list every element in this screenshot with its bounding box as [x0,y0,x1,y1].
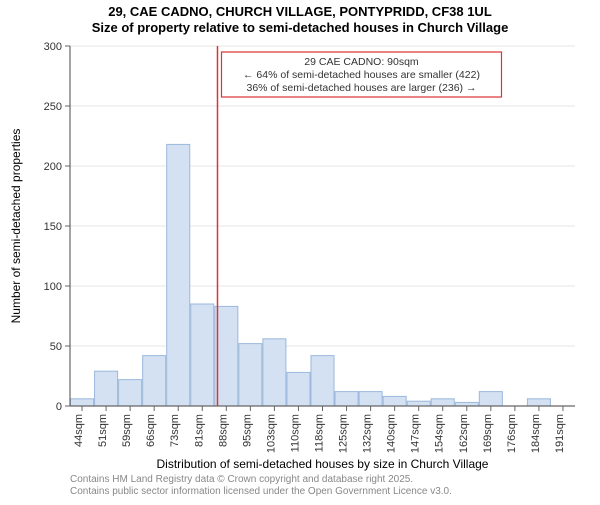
x-tick-label: 169sqm [482,414,494,453]
x-tick-label: 162sqm [458,414,470,453]
annotation-line: 36% of semi-detached houses are larger (… [247,82,477,94]
histogram-bar [479,392,502,406]
x-tick-label: 140sqm [386,414,398,453]
histogram-bar [431,399,454,406]
annotation-line: 29 CAE CADNO: 90sqm [304,56,419,68]
x-tick-label: 44sqm [73,414,85,447]
histogram-bar [95,371,118,406]
y-tick-label: 200 [44,161,62,173]
y-tick-label: 150 [44,221,62,233]
y-tick-label: 250 [44,101,62,113]
histogram-bar [167,144,190,406]
histogram-bar [143,356,166,406]
x-tick-label: 125sqm [338,414,350,453]
x-tick-label: 132sqm [362,414,374,453]
histogram-bar [527,399,550,406]
chart-svg: 29, CAE CADNO, CHURCH VILLAGE, PONTYPRID… [0,0,600,500]
x-tick-label: 154sqm [434,414,446,453]
x-tick-label: 118sqm [314,414,326,452]
y-axis-label: Number of semi-detached properties [9,129,23,324]
x-tick-label: 176sqm [506,414,518,453]
histogram-bar [335,392,358,406]
histogram-bar [71,399,94,406]
chart-title-2: Size of property relative to semi-detach… [92,20,509,35]
histogram-bar [311,356,334,406]
x-tick-label: 88sqm [217,414,229,447]
histogram-bar [239,344,262,406]
x-axis-label: Distribution of semi-detached houses by … [157,457,489,471]
x-tick-label: 59sqm [121,414,133,447]
x-tick-label: 110sqm [289,414,301,452]
histogram-bar [383,396,406,406]
annotation-line: ← 64% of semi-detached houses are smalle… [243,69,480,81]
y-tick-label: 300 [44,41,62,53]
histogram-chart: 29, CAE CADNO, CHURCH VILLAGE, PONTYPRID… [0,0,600,500]
x-tick-label: 51sqm [97,414,109,447]
histogram-bar [287,372,310,406]
x-tick-label: 103sqm [265,414,277,453]
chart-title-1: 29, CAE CADNO, CHURCH VILLAGE, PONTYPRID… [108,4,492,19]
histogram-bar [119,380,142,406]
x-tick-label: 147sqm [410,414,422,453]
footnote-1: Contains HM Land Registry data © Crown c… [70,474,413,486]
x-tick-label: 81sqm [193,414,205,447]
histogram-bar [191,304,214,406]
y-tick-label: 100 [44,281,62,293]
x-tick-label: 66sqm [145,414,157,447]
footnote-2: Contains public sector information licen… [70,486,452,498]
x-tick-label: 191sqm [554,414,566,453]
x-tick-label: 95sqm [241,414,253,447]
y-tick-label: 0 [56,401,62,413]
histogram-bar [263,339,286,406]
x-tick-label: 184sqm [530,414,542,453]
histogram-bar [359,392,382,406]
y-tick-label: 50 [50,341,62,353]
x-tick-label: 73sqm [169,414,181,447]
histogram-bar [215,306,238,406]
histogram-bar [407,401,430,406]
